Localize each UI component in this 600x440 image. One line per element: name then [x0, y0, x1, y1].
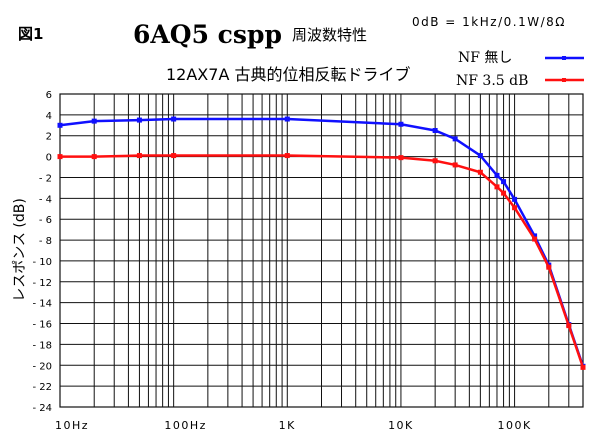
- data-point: [532, 233, 538, 239]
- legend-label-nf-3-5db: NF 3.5 dB: [456, 73, 528, 89]
- data-point: [477, 169, 483, 175]
- data-point: [477, 153, 483, 159]
- y-tick-label: - 12: [32, 278, 52, 289]
- data-point: [580, 364, 586, 370]
- y-tick-label: - 16: [32, 320, 52, 331]
- legend-marker-nf-3-5db: [562, 78, 566, 82]
- data-point: [532, 236, 538, 242]
- data-point: [136, 153, 142, 159]
- y-tick-label: 4: [46, 111, 52, 122]
- x-tick-label: 100Hz: [164, 419, 207, 432]
- legend: NF 無し NF 3.5 dB: [456, 50, 584, 89]
- y-tick-label: - 4: [39, 194, 52, 205]
- data-point: [546, 264, 552, 270]
- data-point: [284, 153, 290, 159]
- x-tick-label: 10K: [388, 419, 414, 432]
- data-point: [136, 117, 142, 123]
- y-tick-labels: 6 4 2 0 - 2 - 4 - 6 - 8 - 10 - 12 - 14 - 16 - 18 - 20…: [32, 90, 52, 414]
- y-tick-label: 2: [46, 132, 52, 143]
- y-tick-label: - 22: [32, 382, 52, 393]
- y-tick-label: 6: [46, 90, 52, 101]
- data-point: [501, 190, 507, 196]
- reference-note: 0dB = 1kHz/0.1W/8Ω: [412, 15, 566, 29]
- series-nf-3-5db: [57, 153, 586, 370]
- data-point: [494, 184, 500, 190]
- chart-subtitle: 12AX7A 古典的位相反転ドライブ: [166, 65, 410, 84]
- y-tick-label: - 10: [32, 257, 52, 268]
- data-point: [284, 116, 290, 122]
- data-point: [494, 172, 500, 178]
- data-point: [452, 162, 458, 168]
- y-tick-label: 0: [46, 153, 52, 164]
- chart-title-suffix: 周波数特性: [292, 26, 367, 44]
- plot-frame: [59, 93, 584, 408]
- data-point: [566, 323, 572, 329]
- x-tick-label: 10Hz: [55, 419, 89, 432]
- y-tick-label: - 6: [39, 215, 52, 226]
- data-point: [432, 128, 438, 134]
- y-tick-label: - 24: [32, 403, 52, 414]
- data-point: [91, 118, 97, 124]
- y-tick-label: - 14: [32, 299, 52, 310]
- data-point: [57, 122, 63, 128]
- x-tick-labels: 10Hz 100Hz 1K 10K 100K: [55, 419, 531, 432]
- data-point: [512, 205, 518, 211]
- legend-marker-nf-none: [562, 56, 566, 60]
- series-line: [60, 154, 585, 368]
- y-tick-label: - 2: [39, 173, 52, 184]
- y-axis-label: レスポンス (dB): [12, 198, 28, 302]
- series-group: [57, 116, 586, 370]
- figure-label: 図1: [18, 25, 43, 43]
- data-point: [398, 155, 404, 161]
- legend-label-nf-none: NF 無し: [458, 50, 512, 66]
- grid: [59, 93, 584, 408]
- data-point: [501, 179, 507, 185]
- y-tick-label: - 8: [39, 236, 52, 247]
- data-point: [171, 116, 177, 122]
- y-tick-label: - 20: [32, 361, 52, 372]
- x-tick-label: 100K: [497, 419, 531, 432]
- data-point: [432, 158, 438, 164]
- data-point: [512, 196, 518, 202]
- chart-title: 6AQ5 cspp: [133, 20, 282, 49]
- data-point: [91, 154, 97, 160]
- x-tick-label: 1K: [279, 419, 296, 432]
- data-point: [171, 153, 177, 159]
- data-point: [57, 154, 63, 160]
- data-point: [452, 136, 458, 142]
- y-tick-label: - 18: [32, 340, 52, 351]
- data-point: [398, 121, 404, 127]
